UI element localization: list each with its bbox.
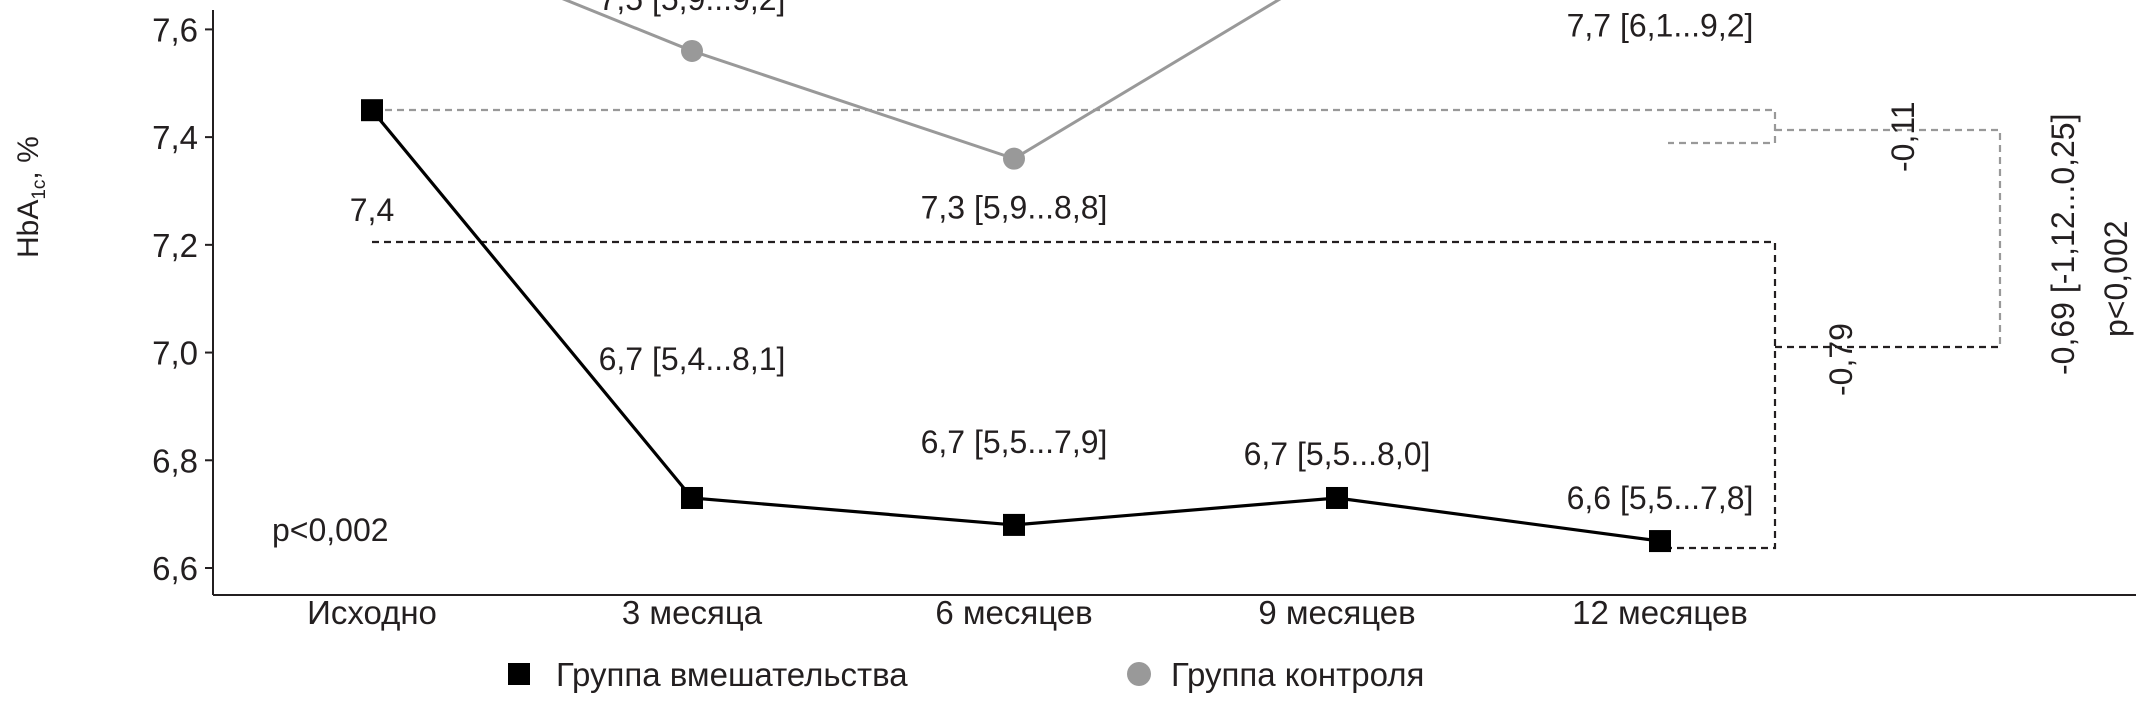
legend-label-intervention: Группа вмешательства — [556, 656, 908, 693]
data-point-intervention — [1003, 513, 1025, 536]
y-axis-ticks: 6,66,87,07,27,47,67,88,0 — [152, 11, 213, 587]
value-label-intervention: 6,7 [5,5...8,0] — [1244, 436, 1431, 472]
data-point-intervention — [681, 486, 703, 509]
data-point-control — [1003, 147, 1025, 170]
x-category-label: 3 месяца — [622, 594, 763, 631]
x-category-label: 9 месяцев — [1258, 594, 1415, 631]
value-label-intervention: 7,4 — [350, 192, 394, 228]
data-point-control — [681, 39, 703, 62]
difference-p-annotation: p<0,002 — [2098, 220, 2134, 337]
x-category-label: Исходно — [307, 594, 437, 631]
legend-label-control: Группа контроля — [1171, 656, 1424, 693]
y-tick-label: 7,4 — [152, 119, 198, 156]
series-layer — [361, 0, 1671, 553]
y-tick-label: 6,8 — [152, 442, 198, 479]
legend-marker-intervention — [508, 663, 530, 685]
x-category-label: 12 месяцев — [1572, 594, 1748, 631]
y-axis-title-main: HbA — [12, 200, 45, 258]
series-line-intervention — [370, 109, 1661, 543]
value-label-control: 7,7 [6,1...9,2] — [1567, 8, 1754, 44]
series-line-control — [561, 0, 1282, 161]
control-change-annotation: -0,11 — [1885, 101, 1921, 172]
data-point-intervention — [1326, 486, 1348, 509]
legend-marker-control — [1127, 662, 1151, 686]
y-axis-title-suffix: , % — [12, 136, 45, 179]
y-tick-label: 7,6 — [152, 11, 198, 48]
control-bracket — [373, 108, 1777, 145]
baseline-p-annotation: p<0,002 — [272, 512, 389, 548]
data-point-intervention — [361, 99, 383, 122]
y-axis-title-subscript: 1c — [29, 180, 50, 200]
legend: Группа вмешательства Группа контроля — [508, 656, 1424, 693]
value-label-intervention: 6,7 [5,4...8,1] — [599, 341, 786, 377]
value-label-intervention: 6,6 [5,5...7,8] — [1567, 480, 1754, 516]
value-label-control: 7,5 [5,9...9,2] — [599, 0, 786, 17]
intervention-bracket — [372, 240, 1777, 550]
x-category-label: 6 месяцев — [935, 594, 1092, 631]
y-tick-label: 6,6 — [152, 550, 198, 587]
data-point-intervention — [1649, 530, 1671, 553]
intervention-change-annotation: -0,79 — [1823, 323, 1859, 396]
y-tick-label: 7,0 — [152, 335, 198, 372]
y-axis-title: HbA1c, % — [12, 136, 50, 258]
x-axis-categories: Исходно 3 месяца 6 месяцев 9 месяцев 12 меся… — [307, 594, 1748, 631]
value-label-control: 7,3 [5,9...8,8] — [921, 190, 1108, 226]
comparison-brackets — [372, 108, 2002, 550]
value-labels: 7,4 6,7 [5,4...8,1] 6,7 [5,5...7,9] 6,7 [5,… — [350, 0, 1754, 516]
y-tick-label: 7,2 — [152, 227, 198, 264]
difference-annotation: -0,69 [-1,12...0,25] — [2045, 114, 2081, 376]
value-label-intervention: 6,7 [5,5...7,9] — [921, 424, 1108, 460]
control-change-connector — [1775, 128, 2002, 347]
